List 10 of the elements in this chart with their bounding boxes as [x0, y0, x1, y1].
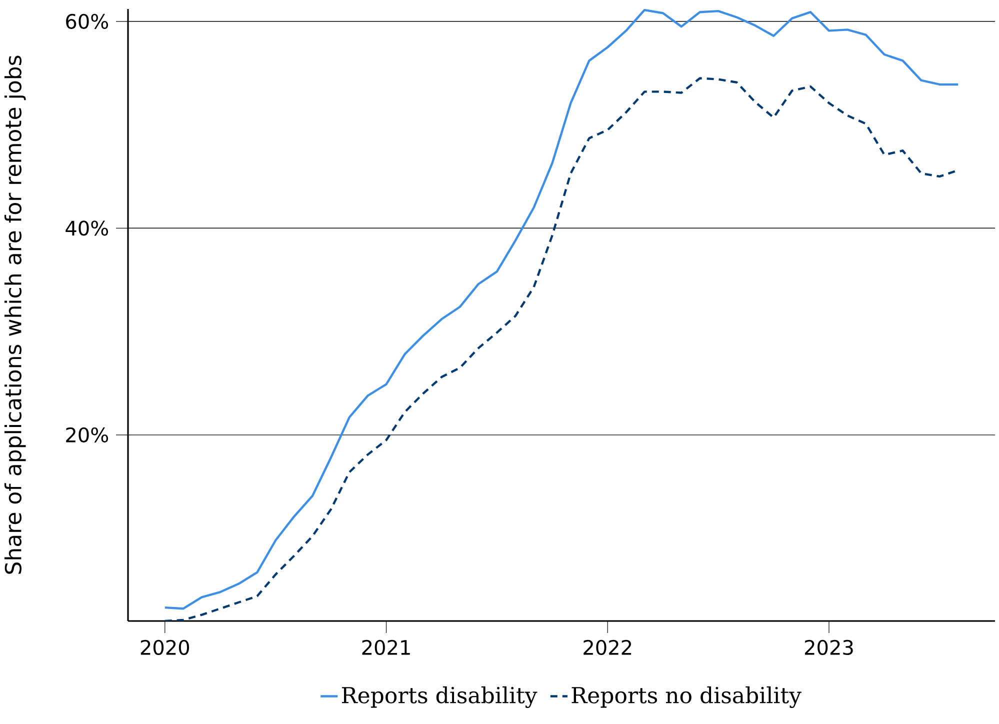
- legend-label: Reports no disability: [572, 686, 802, 708]
- y-tick-label: 60%: [66, 14, 108, 29]
- x-tick-label: 2020: [140, 640, 190, 655]
- x-tick-label: 2023: [804, 640, 853, 655]
- legend-label: Reports disability: [342, 686, 538, 708]
- y-tick-label: 20%: [66, 427, 108, 442]
- x-tick-label: 2022: [584, 640, 632, 655]
- x-tick-label: 2021: [362, 640, 410, 655]
- y-tick-label: 40%: [66, 220, 108, 236]
- y-axis-title: Share of applications which are for remote jobs: [4, 56, 26, 574]
